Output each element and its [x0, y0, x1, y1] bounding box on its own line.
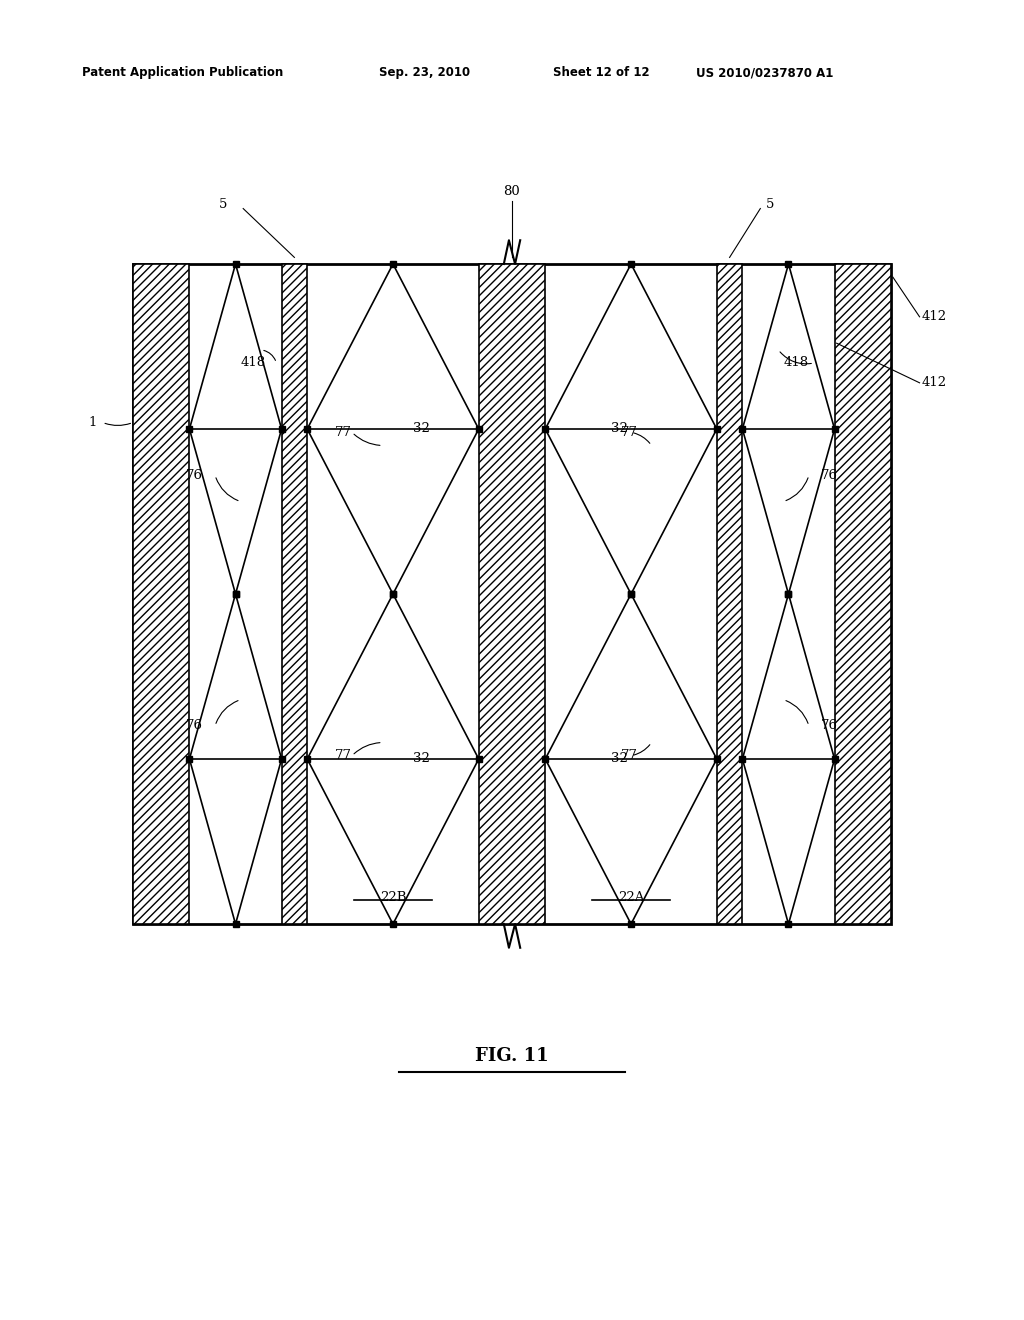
Text: 77: 77: [335, 750, 352, 762]
Text: Sep. 23, 2010: Sep. 23, 2010: [379, 66, 470, 79]
Text: 76: 76: [186, 719, 203, 733]
Text: Patent Application Publication: Patent Application Publication: [82, 66, 284, 79]
Text: 22B: 22B: [380, 891, 407, 904]
Text: 418: 418: [241, 356, 266, 370]
Bar: [133, 264, 189, 924]
Text: 76: 76: [821, 719, 838, 733]
Text: 80: 80: [504, 185, 520, 198]
Text: 32: 32: [610, 752, 628, 766]
Text: 77: 77: [335, 426, 352, 438]
Text: 76: 76: [821, 469, 838, 482]
Bar: [717, 264, 742, 924]
Text: 76: 76: [186, 469, 203, 482]
Bar: [835, 264, 891, 924]
Text: 5: 5: [766, 198, 775, 211]
Text: 22A: 22A: [617, 891, 644, 904]
Text: 412: 412: [922, 310, 947, 323]
Bar: [133, 264, 891, 924]
Text: 418: 418: [783, 356, 809, 370]
Text: 5: 5: [218, 198, 227, 211]
Text: FIG. 11: FIG. 11: [475, 1047, 549, 1065]
Text: 412: 412: [922, 376, 947, 389]
Bar: [282, 264, 307, 924]
Text: 77: 77: [621, 426, 638, 438]
Text: 1: 1: [89, 416, 97, 429]
Bar: [479, 264, 545, 924]
Text: 32: 32: [414, 752, 430, 766]
Text: Sheet 12 of 12: Sheet 12 of 12: [553, 66, 649, 79]
Text: 32: 32: [610, 422, 628, 436]
Text: US 2010/0237870 A1: US 2010/0237870 A1: [696, 66, 834, 79]
Text: 77: 77: [621, 750, 638, 762]
Text: 32: 32: [414, 422, 430, 436]
